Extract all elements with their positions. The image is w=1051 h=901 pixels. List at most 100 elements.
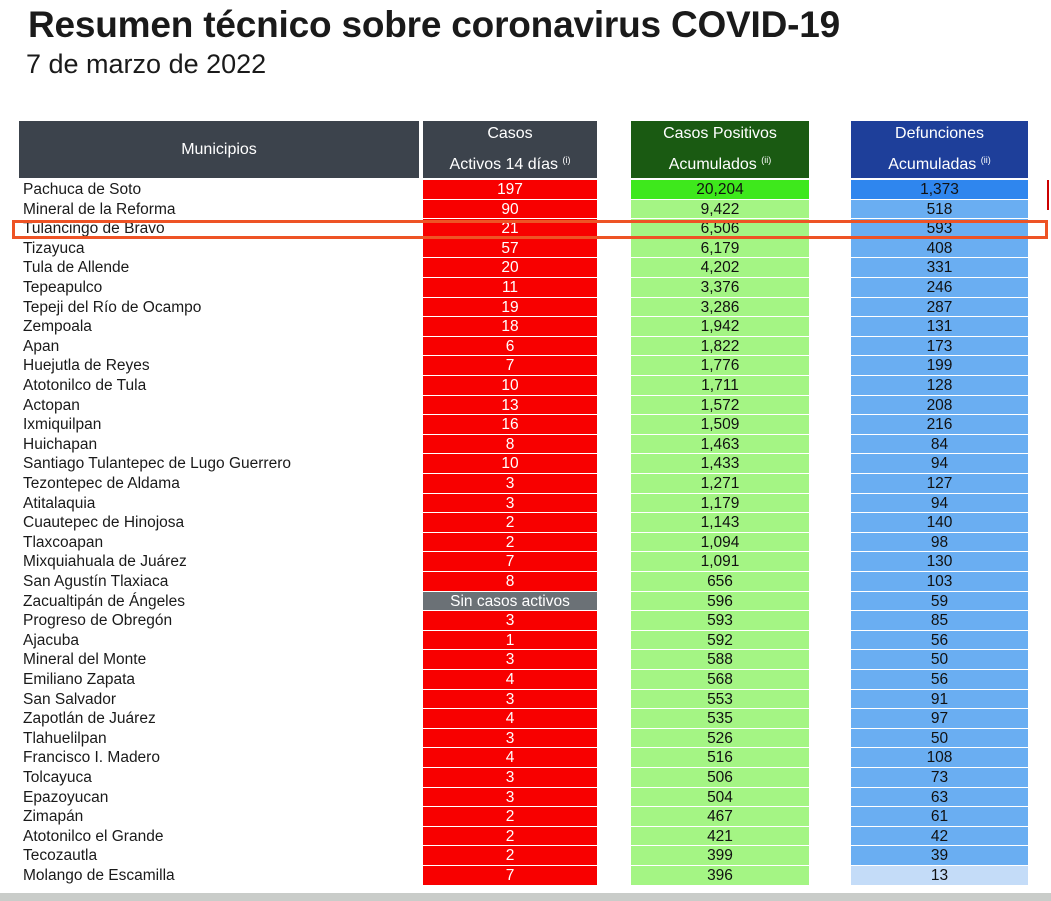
table-row: Zacualtipán de Ángeles Sin casos activos 5… — [0, 591, 1051, 612]
row-highlight-box — [12, 220, 1048, 239]
cell-defunciones: 73 — [851, 768, 1028, 788]
cell-casos-positivos: 1,942 — [631, 317, 809, 337]
cell-defunciones: 56 — [851, 670, 1028, 690]
cell-municipio: Tecozautla — [23, 847, 98, 865]
cell-casos-activos: 10 — [423, 376, 597, 396]
cell-municipio: Huejutla de Reyes — [23, 357, 150, 375]
cell-casos-activos: 90 — [423, 199, 597, 220]
cell-municipio: Zempoala — [23, 318, 92, 336]
cell-casos-activos: 2 — [423, 846, 597, 866]
cell-defunciones: 84 — [851, 434, 1028, 455]
header-casos-activos: Casos Activos 14 días (i) — [423, 121, 597, 178]
table-row: Zempoala 18 1,942 131 — [0, 317, 1051, 337]
cell-defunciones: 42 — [851, 826, 1028, 847]
cell-casos-positivos: 516 — [631, 748, 809, 768]
table-row: Tlaxcoapan 2 1,094 98 — [0, 532, 1051, 553]
cell-casos-activos: 6 — [423, 336, 597, 357]
cell-casos-positivos: 1,179 — [631, 493, 809, 514]
cell-defunciones: 61 — [851, 807, 1028, 827]
table-row: Atotonilco de Tula 10 1,711 128 — [0, 376, 1051, 396]
cell-municipio: San Salvador — [23, 690, 117, 708]
cell-municipio: Tezontepec de Aldama — [23, 475, 180, 492]
cell-defunciones: 216 — [851, 415, 1028, 435]
cell-casos-positivos: 568 — [631, 670, 809, 690]
table-row: Francisco I. Madero 4 516 108 — [0, 748, 1051, 768]
table-row: Mineral del Monte 3 588 50 — [0, 650, 1051, 670]
cell-casos-positivos: 1,094 — [631, 532, 809, 553]
table-row: Apan 6 1,822 173 — [0, 336, 1051, 357]
table-row: Santiago Tulantepec de Lugo Guerrero 10 1,… — [0, 454, 1051, 474]
cell-municipio: Mixquiahuala de Juárez — [23, 553, 187, 571]
table-row: Tizayuca 57 6,179 408 — [0, 238, 1051, 259]
page-date: 7 de marzo de 2022 — [26, 49, 267, 79]
cell-municipio: Tepeji del Río de Ocampo — [23, 298, 202, 316]
table-row: Cuautepec de Hinojosa 2 1,143 140 — [0, 513, 1051, 533]
cell-defunciones: 63 — [851, 787, 1028, 808]
cell-municipio: San Agustín Tlaxiaca — [23, 573, 169, 590]
cell-municipio: Epazoyucan — [23, 788, 109, 806]
table-row: Zimapán 2 467 61 — [0, 807, 1051, 827]
cell-casos-activos: 19 — [423, 297, 597, 318]
cell-casos-positivos: 592 — [631, 630, 809, 651]
table-row: Actopan 13 1,572 208 — [0, 395, 1051, 416]
cell-casos-activos: 13 — [423, 395, 597, 416]
cell-casos-activos: 16 — [423, 415, 597, 435]
table-row: Ixmiquilpan 16 1,509 216 — [0, 415, 1051, 435]
cell-defunciones: 408 — [851, 238, 1028, 259]
cell-defunciones: 208 — [851, 395, 1028, 416]
cell-municipio: Emiliano Zapata — [23, 671, 136, 688]
bottom-band — [0, 893, 1051, 901]
cell-defunciones: 127 — [851, 474, 1028, 494]
cell-municipio: Cuautepec de Hinojosa — [23, 514, 185, 532]
header-positivos-note: (ii) — [761, 155, 772, 165]
cell-casos-activos: 20 — [423, 258, 597, 278]
cell-casos-activos: 3 — [423, 728, 597, 749]
cell-casos-activos: 1 — [423, 630, 597, 651]
table-row: Tezontepec de Aldama 3 1,271 127 — [0, 474, 1051, 494]
cell-casos-positivos: 1,572 — [631, 395, 809, 416]
cell-casos-positivos: 1,509 — [631, 415, 809, 435]
table-row: Atotonilco el Grande 2 421 42 — [0, 826, 1051, 847]
table-row: Huichapan 8 1,463 84 — [0, 434, 1051, 455]
cell-casos-activos: 2 — [423, 513, 597, 533]
cell-municipio: Tlaxcoapan — [23, 533, 104, 551]
cell-municipio: Zapotlán de Juárez — [23, 710, 156, 728]
cell-casos-positivos: 588 — [631, 650, 809, 670]
header-casos-positivos: Casos Positivos Acumulados (ii) — [631, 121, 809, 178]
cell-casos-positivos: 656 — [631, 572, 809, 592]
cell-municipio: Tulancingo de Bravo — [23, 220, 165, 238]
cell-casos-activos: 2 — [423, 826, 597, 847]
header-positivos-line2-wrap: Acumulados (ii) — [631, 147, 809, 178]
header-activos-line2: Activos 14 días — [449, 156, 559, 173]
cell-casos-positivos: 1,091 — [631, 552, 809, 572]
header-activos-line1: Casos — [487, 125, 533, 142]
cell-defunciones: 94 — [851, 454, 1028, 474]
cell-municipio: Tula de Allende — [23, 259, 130, 277]
table-row: Tula de Allende 20 4,202 331 — [0, 258, 1051, 278]
cell-casos-positivos: 3,376 — [631, 278, 809, 298]
cell-casos-activos: 3 — [423, 650, 597, 670]
cell-casos-positivos: 1,271 — [631, 474, 809, 494]
cell-casos-positivos: 553 — [631, 689, 809, 710]
cell-casos-positivos: 9,422 — [631, 199, 809, 220]
cell-defunciones: 199 — [851, 356, 1028, 376]
cell-defunciones: 128 — [851, 376, 1028, 396]
cell-defunciones: 50 — [851, 728, 1028, 749]
cell-municipio: Zimapán — [23, 808, 84, 826]
cell-defunciones: 98 — [851, 532, 1028, 553]
header-defunciones-line1: Defunciones — [895, 125, 984, 142]
cell-casos-activos: 8 — [423, 434, 597, 455]
page-title: Resumen técnico sobre coronavirus COVID-… — [28, 4, 841, 45]
cell-casos-positivos: 1,776 — [631, 356, 809, 376]
cell-casos-activos: 3 — [423, 611, 597, 631]
cell-casos-activos: 4 — [423, 670, 597, 690]
table-row: Zapotlán de Juárez 4 535 97 — [0, 709, 1051, 729]
cell-defunciones: 518 — [851, 199, 1028, 220]
cell-casos-activos: 197 — [423, 180, 597, 200]
header-defunciones-note: (ii) — [980, 155, 991, 165]
cell-defunciones: 131 — [851, 317, 1028, 337]
cell-casos-activos: 3 — [423, 787, 597, 808]
table-row: Tlahuelilpan 3 526 50 — [0, 728, 1051, 749]
cell-casos-activos: 10 — [423, 454, 597, 474]
cell-defunciones: 140 — [851, 513, 1028, 533]
